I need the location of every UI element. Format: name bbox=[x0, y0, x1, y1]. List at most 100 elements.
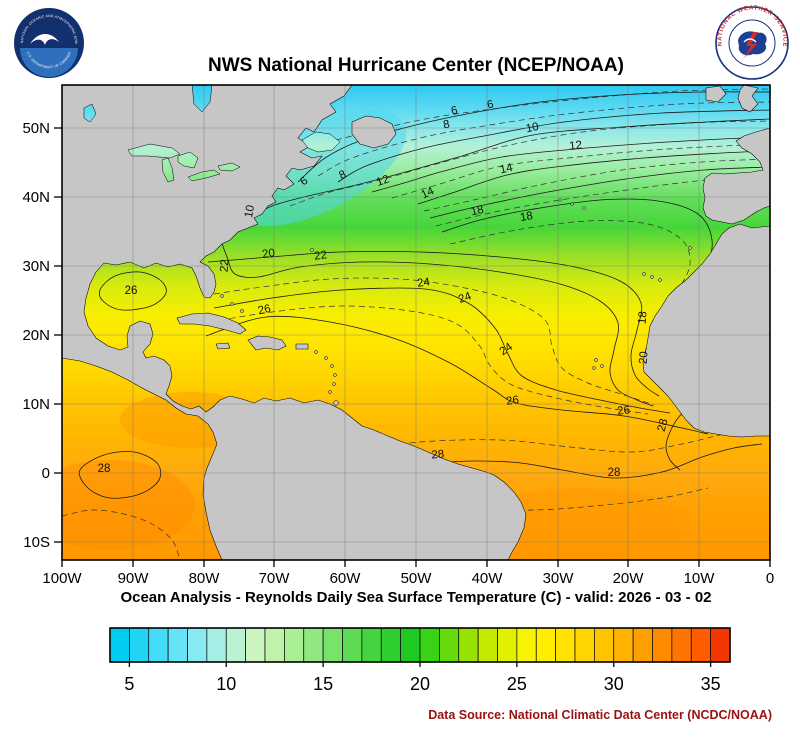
lake-winnipeg bbox=[83, 103, 97, 123]
lat-axis-label: 0 bbox=[42, 465, 50, 482]
contour-label: 28 bbox=[608, 467, 621, 479]
lat-axis-label: 20N bbox=[22, 327, 50, 344]
lon-axis-label: 60W bbox=[330, 570, 362, 587]
colorbar-tick-label: 10 bbox=[216, 674, 236, 694]
colorbar-cell bbox=[167, 627, 188, 663]
colorbar-cell bbox=[419, 627, 440, 663]
contour-label: 8 bbox=[337, 168, 348, 182]
contour-label: 10 bbox=[243, 204, 257, 219]
gulf-of-st-lawrence bbox=[301, 131, 341, 153]
contour-label: 26 bbox=[257, 303, 272, 317]
contour-label: 12 bbox=[375, 173, 391, 189]
nws-gull-icon bbox=[743, 38, 757, 43]
lon-axis-label: 20W bbox=[613, 570, 645, 587]
colorbar-cell bbox=[555, 627, 576, 663]
noaa-logo-sea bbox=[20, 48, 78, 77]
lat-axis-label: 10N bbox=[22, 396, 50, 413]
colorbar-cell bbox=[303, 627, 324, 663]
nws-logo-inner-ring bbox=[728, 19, 776, 67]
puerto-rico-island bbox=[295, 343, 309, 350]
jamaica-island bbox=[215, 342, 231, 350]
isotherm-6c bbox=[297, 91, 770, 183]
colorbar-cell bbox=[535, 627, 556, 663]
colorbar-cell bbox=[284, 627, 305, 663]
nws-globe-icon bbox=[738, 31, 767, 56]
colorbar-tick-label: 25 bbox=[507, 674, 527, 694]
colorbar-cell bbox=[458, 627, 479, 663]
azores-island bbox=[570, 202, 574, 206]
noaa-gull-icon bbox=[30, 33, 59, 45]
colorbar-cell bbox=[632, 627, 653, 663]
colorbar-cell bbox=[129, 627, 150, 663]
contour-label: 20 bbox=[637, 351, 650, 365]
lake-michigan bbox=[161, 157, 175, 183]
contour-label: 28 bbox=[431, 449, 445, 462]
lat-axis-label: 10S bbox=[23, 534, 50, 551]
isotherm-26c bbox=[205, 315, 709, 435]
isotherm-29c bbox=[387, 487, 709, 511]
contour-label: 26 bbox=[505, 394, 519, 408]
colorbar-cell bbox=[322, 627, 343, 663]
page-title: NWS National Hurricane Center (NCEP/NOAA… bbox=[208, 55, 624, 76]
colorbar-cell bbox=[380, 627, 401, 663]
azores-island bbox=[558, 198, 562, 202]
colorbar-cell bbox=[187, 627, 208, 663]
colorbar-cell bbox=[361, 627, 382, 663]
isotherm-20c bbox=[207, 251, 660, 397]
colorbar-cell bbox=[516, 627, 537, 663]
iberia-france-landmass bbox=[702, 127, 770, 225]
colorbar-tick-label: 15 bbox=[313, 674, 333, 694]
contour-label: 18 bbox=[636, 311, 649, 325]
colorbar-cell bbox=[206, 627, 227, 663]
colorbar-cell bbox=[477, 627, 498, 663]
lon-axis-label: 0 bbox=[766, 570, 774, 587]
temperature-colorbar: 5 10 15 20 25 30 35 bbox=[109, 627, 731, 694]
lake-superior bbox=[127, 143, 181, 159]
contour-label: 18 bbox=[470, 204, 485, 218]
contour-label: 12 bbox=[569, 139, 583, 152]
lat-axis-label: 50N bbox=[22, 120, 50, 137]
colorbar-tick-label: 5 bbox=[124, 674, 134, 694]
africa-landmass bbox=[642, 223, 770, 438]
colorbar-tick-label: 30 bbox=[604, 674, 624, 694]
lon-axis-label: 100W bbox=[42, 570, 82, 587]
inland-waters bbox=[83, 85, 341, 183]
isotherm-14c bbox=[417, 150, 770, 205]
isotherm-7c bbox=[317, 101, 770, 177]
newfoundland-island bbox=[351, 115, 397, 149]
lat-axis-label: 40N bbox=[22, 189, 50, 206]
lat-lon-grid bbox=[62, 85, 770, 560]
isotherm-26c bbox=[98, 271, 167, 311]
colorbar-tick-label: 35 bbox=[701, 674, 721, 694]
contour-label: 14 bbox=[499, 162, 515, 177]
colorbar-cell bbox=[710, 627, 731, 663]
lon-axis-label: 30W bbox=[543, 570, 575, 587]
isotherm-10c bbox=[249, 118, 770, 219]
map-caption: Ocean Analysis - Reynolds Daily Sea Surf… bbox=[120, 589, 711, 606]
contour-label: 22 bbox=[218, 259, 231, 273]
james-bay bbox=[191, 85, 213, 113]
canary-island bbox=[650, 275, 654, 279]
warm-pacific-overlay bbox=[62, 460, 195, 550]
isotherm-27c bbox=[62, 509, 181, 560]
colorbar-cell bbox=[574, 627, 595, 663]
landmasses bbox=[62, 85, 770, 560]
contour-label: 24 bbox=[416, 276, 431, 290]
colorbar-cell bbox=[400, 627, 421, 663]
cuba-island bbox=[176, 312, 247, 335]
cape-verde-island bbox=[594, 358, 598, 362]
americas-landmass bbox=[62, 85, 527, 560]
contour-label: 26 bbox=[617, 404, 631, 417]
isotherm-27c bbox=[339, 427, 757, 453]
lesser-antilles-island bbox=[314, 350, 318, 354]
colorbar-cell bbox=[109, 627, 130, 663]
colorbar-cell bbox=[264, 627, 285, 663]
lon-axis-label: 10W bbox=[684, 570, 716, 587]
bahamas-island bbox=[220, 294, 224, 298]
contour-label: 22 bbox=[313, 249, 327, 263]
lesser-antilles-island bbox=[333, 373, 337, 377]
colorbar-cell bbox=[671, 627, 692, 663]
